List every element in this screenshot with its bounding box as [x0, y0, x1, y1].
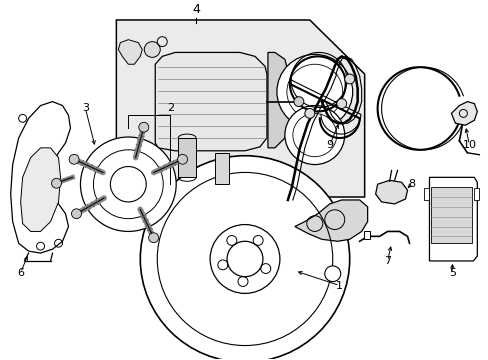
Text: 2: 2 [166, 103, 173, 113]
Polygon shape [363, 231, 369, 239]
Text: 5: 5 [448, 268, 455, 278]
Circle shape [139, 122, 148, 132]
Polygon shape [294, 200, 367, 241]
Polygon shape [450, 102, 476, 125]
Polygon shape [11, 102, 70, 253]
Text: 8: 8 [407, 179, 414, 189]
Circle shape [148, 233, 158, 243]
Text: 4: 4 [192, 3, 200, 16]
Circle shape [110, 167, 146, 202]
Polygon shape [424, 188, 428, 200]
Text: 9: 9 [325, 140, 333, 150]
Text: 7: 7 [383, 256, 390, 266]
Circle shape [51, 178, 61, 188]
Polygon shape [155, 53, 266, 151]
Circle shape [144, 42, 160, 57]
Circle shape [293, 97, 303, 107]
Circle shape [177, 154, 187, 164]
Polygon shape [428, 177, 476, 261]
Circle shape [81, 137, 176, 231]
Text: 6: 6 [17, 268, 24, 278]
Polygon shape [375, 180, 407, 204]
Circle shape [210, 225, 279, 293]
Polygon shape [116, 20, 364, 197]
Circle shape [285, 105, 344, 165]
Bar [178, 138, 196, 177]
Polygon shape [267, 53, 289, 148]
Circle shape [276, 54, 352, 129]
Text: 1: 1 [336, 280, 343, 291]
Circle shape [71, 209, 81, 219]
Circle shape [336, 99, 346, 108]
Polygon shape [20, 148, 61, 231]
Text: 3: 3 [82, 103, 89, 113]
Polygon shape [430, 187, 471, 243]
Circle shape [344, 74, 354, 84]
Circle shape [324, 266, 340, 282]
Polygon shape [118, 40, 142, 64]
Bar [215, 153, 228, 184]
Polygon shape [473, 188, 478, 200]
Circle shape [140, 156, 349, 360]
Circle shape [69, 154, 79, 164]
Text: 10: 10 [462, 140, 475, 150]
Circle shape [304, 108, 314, 118]
